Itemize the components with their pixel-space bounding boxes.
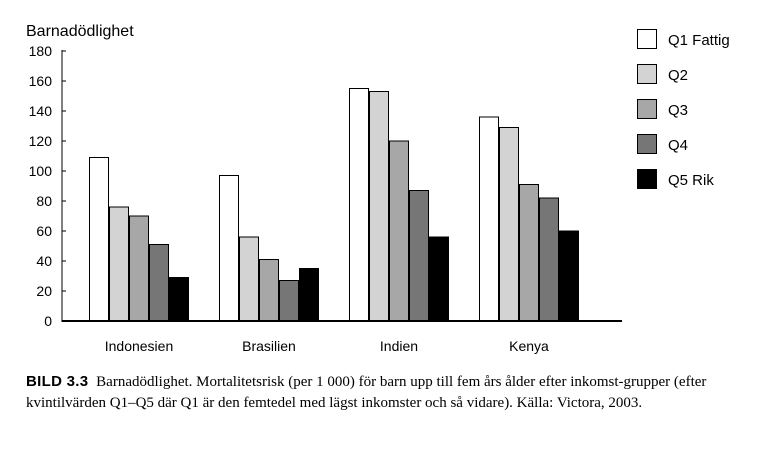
bar-indonesien-q2	[109, 206, 129, 322]
legend-label: Q5 Rik	[668, 172, 714, 189]
bar-brasilien-q1-fattig	[219, 175, 239, 322]
legend-swatch	[637, 99, 657, 119]
legend-label: Q4	[668, 137, 688, 154]
bar-kenya-q1-fattig	[479, 116, 499, 322]
bars	[89, 88, 579, 322]
y-axis-title: Barnadödlighet	[26, 23, 134, 40]
y-tick-label: 60	[36, 223, 52, 239]
y-tick-label: 80	[36, 193, 52, 209]
bar-indonesien-q4	[149, 244, 169, 322]
legend-label: Q1 Fattig	[668, 32, 730, 49]
bar-indonesien-q1-fattig	[89, 157, 109, 322]
legend-swatch	[637, 169, 657, 189]
y-tick-label: 20	[36, 283, 52, 299]
legend-label: Q3	[668, 102, 688, 119]
y-tick-label: 140	[29, 103, 53, 119]
legend-label: Q2	[668, 67, 688, 84]
legend-swatch	[637, 29, 657, 49]
bar-kenya-q4	[539, 197, 559, 322]
bar-brasilien-q4	[279, 280, 299, 322]
x-tick-label: Indien	[380, 338, 418, 354]
bar-kenya-q3	[519, 184, 539, 322]
bar-indien-q1-fattig	[349, 88, 369, 322]
bar-indonesien-q3	[129, 215, 149, 322]
bar-indien-q4	[409, 190, 429, 322]
y-tick-label: 0	[44, 313, 52, 329]
y-tick-label: 40	[36, 253, 52, 269]
y-tick-label: 180	[29, 43, 53, 59]
y-tick-label: 100	[29, 163, 53, 179]
bar-indonesien-q5-rik	[169, 277, 189, 322]
caption-label: BILD 3.3	[26, 373, 89, 390]
legend-swatch	[637, 64, 657, 84]
bar-brasilien-q3	[259, 259, 279, 322]
bar-chart: Barnadödlighet 020406080100120140160180 …	[26, 23, 730, 354]
y-tick-label: 120	[29, 133, 53, 149]
x-axis: Indonesien Brasilien Indien Kenya	[105, 338, 549, 354]
x-tick-label: Brasilien	[242, 338, 296, 354]
x-tick-label: Indonesien	[105, 338, 174, 354]
y-tick-label: 160	[29, 73, 53, 89]
bar-kenya-q2	[499, 127, 519, 322]
bar-kenya-q5-rik	[559, 230, 579, 322]
figure-caption: BILD 3.3 Barnadödlighet. Mortalitetsrisk…	[26, 371, 746, 414]
bar-indien-q3	[389, 140, 409, 322]
bar-indien-q2	[369, 91, 389, 322]
legend-swatch	[637, 134, 657, 154]
x-tick-label: Kenya	[509, 338, 549, 354]
y-axis: 0 20 40 60 80 100 120 140 160 180	[29, 43, 66, 329]
caption-text: Barnadödlighet. Mortalitetsrisk (per 1 0…	[26, 374, 707, 411]
bar-brasilien-q5-rik	[299, 268, 319, 322]
legend: Q1 Fattig Q2 Q3 Q4 Q5 Rik	[637, 29, 730, 189]
bar-indien-q5-rik	[429, 236, 449, 322]
bar-brasilien-q2	[239, 236, 259, 322]
